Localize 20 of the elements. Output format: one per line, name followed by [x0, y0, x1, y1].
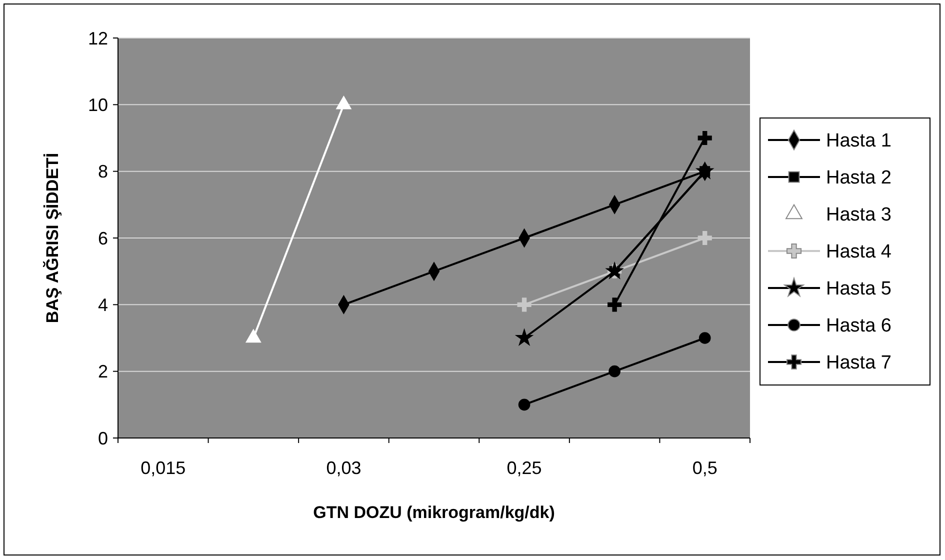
x-tick-label: 0,03: [326, 458, 362, 478]
legend-label: Hasta 3: [826, 204, 892, 226]
y-tick-label: 12: [88, 28, 108, 48]
y-tick-label: 2: [98, 362, 108, 382]
x-tick-label: 0,25: [506, 458, 542, 478]
y-tick-label: 0: [98, 428, 108, 448]
legend-label: Hasta 6: [826, 316, 892, 337]
legend-label: Hasta 5: [826, 278, 892, 300]
legend-label: Hasta 7: [826, 352, 892, 374]
legend-label: Hasta 4: [826, 242, 892, 263]
x-tick-label: 0,015: [140, 458, 186, 478]
y-tick-label: 4: [98, 294, 108, 315]
y-tick-label: 6: [98, 228, 108, 248]
y-axis-title: BAŞ AĞRISI ŞİDDETİ: [42, 152, 62, 324]
x-axis-title: GTN DOZU (mikrogram/kg/dk): [313, 503, 555, 522]
legend-label: Hasta 2: [826, 168, 892, 189]
y-tick-label: 8: [98, 162, 108, 182]
legend-label: Hasta 1: [826, 130, 892, 152]
x-tick-label: 0,5: [692, 458, 718, 478]
y-tick-label: 10: [88, 94, 108, 115]
